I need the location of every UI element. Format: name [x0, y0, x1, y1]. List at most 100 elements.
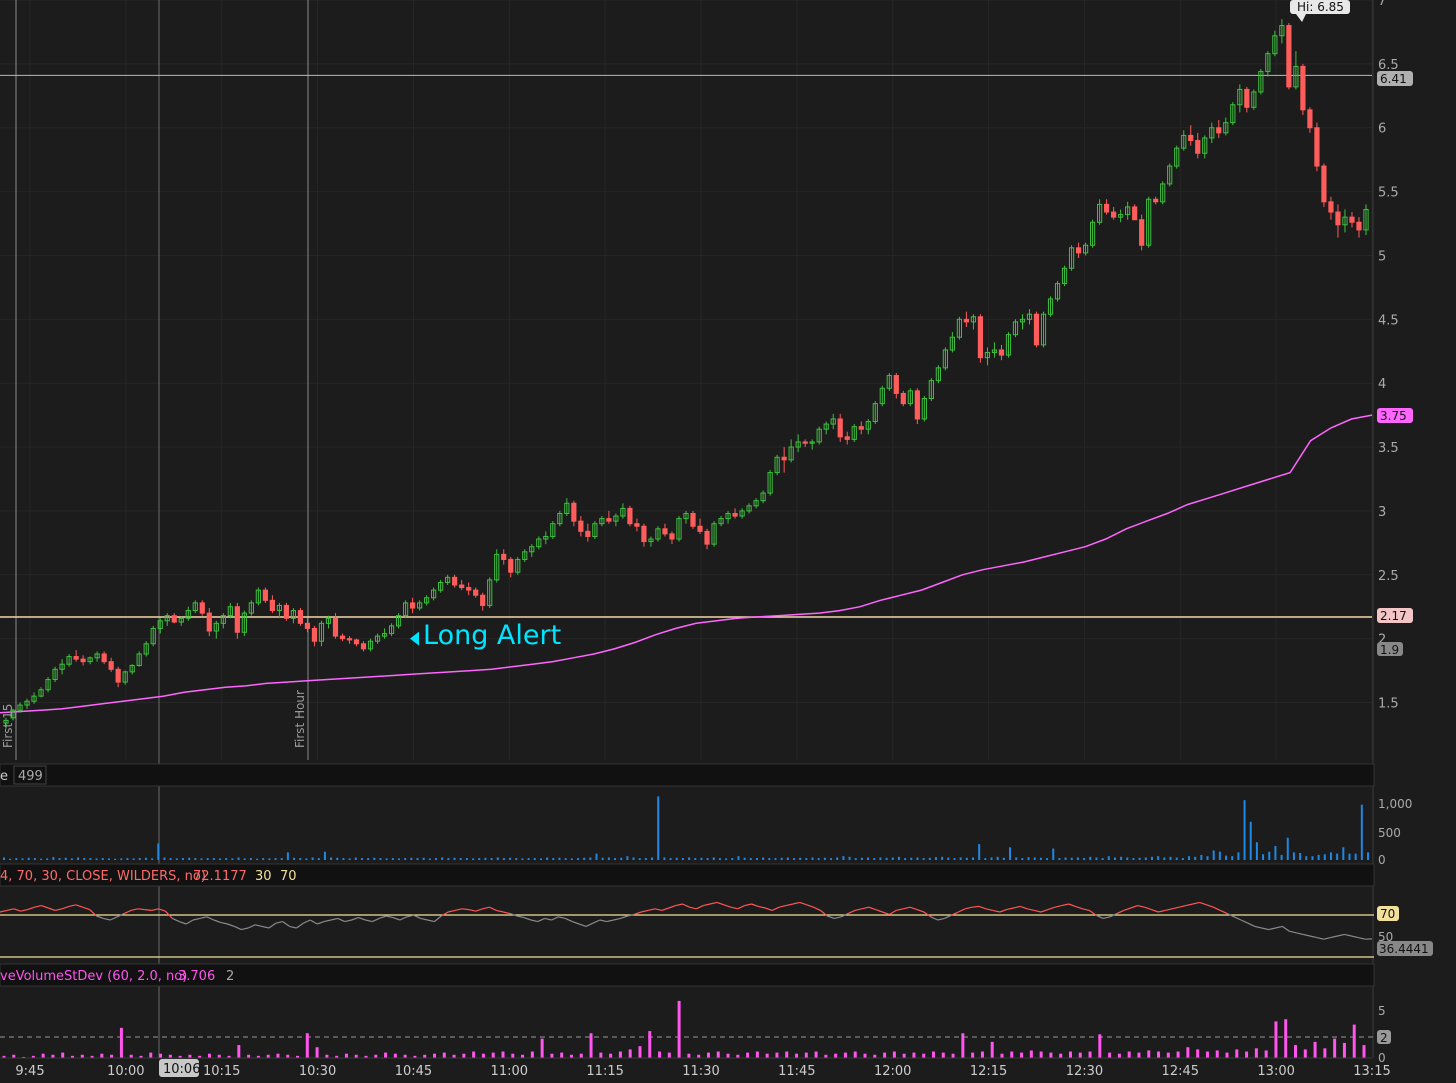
time-axis[interactable]: 9:45 10:00 10:15 10:30 10:45 11:00 11:15 11:30 1… — [0, 1057, 1391, 1079]
price-tick-label: 1.5 — [1378, 697, 1399, 712]
relvol-bar — [873, 1054, 877, 1058]
rsi-segment — [1137, 905, 1145, 908]
volume-bar — [1095, 857, 1098, 860]
rsi-header-level-70: 70 — [280, 869, 297, 884]
volume-bar — [1360, 804, 1363, 860]
volume-bar — [947, 857, 950, 860]
candle-down — [108, 661, 114, 670]
relvol-bar — [433, 1053, 437, 1058]
volume-bar — [367, 858, 370, 860]
rsi-segment — [1220, 909, 1228, 915]
relvol-bar — [119, 1027, 123, 1058]
volume-bar — [965, 857, 968, 860]
candle-up — [760, 492, 766, 502]
relvol-bar — [198, 1055, 202, 1058]
candle-up — [185, 610, 191, 619]
price-panel[interactable]: Long Alert Hi: 6.85 1.522.533.544.555.56… — [0, 0, 1413, 1058]
candle-up — [718, 518, 724, 525]
rsi-segment — [758, 905, 766, 909]
rsi-segment — [599, 919, 607, 923]
candle-down — [1195, 140, 1201, 154]
rsi-segment — [627, 913, 635, 917]
time-tick-label: 11:45 — [778, 1064, 815, 1079]
volume-bar — [453, 857, 456, 860]
relvol-bar — [1078, 1052, 1082, 1058]
volume-bar — [959, 857, 962, 860]
rsi-segment — [227, 923, 235, 927]
candle-down — [199, 602, 205, 614]
candle-up — [599, 518, 605, 525]
vwap-price-badge: 3.75 — [1380, 409, 1407, 423]
rsi-segment — [165, 910, 173, 919]
rsi-segment — [578, 923, 587, 927]
price-axis[interactable]: 1.5 2 2.5 3 3.5 4 4.5 5 5.5 6 6.5 7 — [1378, 0, 1399, 712]
candle-up — [564, 502, 570, 514]
relvol-bar — [1235, 1049, 1239, 1058]
volume-bar — [138, 858, 141, 860]
candle-up — [1209, 127, 1215, 139]
candle-up — [220, 615, 226, 624]
relvol-bar — [618, 1051, 622, 1058]
price-tick-label: 7 — [1378, 0, 1386, 9]
volume-bar — [1342, 847, 1345, 860]
relvol-bar — [628, 1049, 632, 1058]
candle-down — [571, 502, 577, 522]
volume-bar — [1120, 856, 1123, 860]
volume-bar — [1348, 853, 1351, 860]
volume-panel[interactable]: 1,000 500 0 — [3, 796, 1412, 867]
relvol-bar — [1117, 1053, 1121, 1058]
volume-bar — [780, 857, 783, 860]
rsi-segment — [1213, 906, 1221, 911]
volume-bar — [1188, 856, 1191, 860]
rsi-segment — [606, 919, 614, 923]
rsi-segment — [1254, 925, 1262, 929]
volume-bar — [657, 796, 660, 860]
rsi-panel[interactable]: 70 50 36.4441 — [0, 901, 1433, 958]
candle-up — [136, 653, 142, 666]
rsi-segment — [1226, 913, 1235, 918]
volume-bar — [1181, 858, 1184, 860]
relvol-bar — [335, 1055, 339, 1058]
relvol-bar — [1333, 1038, 1337, 1058]
volume-bar — [799, 857, 802, 860]
candle-up — [949, 336, 955, 351]
volume-bar — [27, 857, 30, 860]
candle-down — [641, 525, 647, 543]
volume-bar — [243, 858, 246, 860]
candle-up — [164, 615, 170, 622]
time-tick-label: 13:00 — [1257, 1064, 1294, 1079]
candle-up — [872, 403, 878, 423]
rsi-segment — [1123, 907, 1131, 911]
volume-bar — [231, 858, 234, 860]
volume-header-value: 499 — [18, 769, 43, 784]
time-tick-label: 12:30 — [1066, 1064, 1103, 1079]
volume-bar — [496, 857, 499, 860]
volume-bar — [614, 858, 617, 860]
time-tick-label: 10:00 — [107, 1064, 144, 1079]
candle-down — [627, 507, 633, 525]
relvol-bar — [1108, 1052, 1112, 1058]
candle-down — [1132, 206, 1138, 221]
volume-bar — [638, 858, 641, 860]
candle-down — [914, 390, 920, 420]
relvol-bar — [90, 1055, 94, 1058]
relvol-panel[interactable]: 5 2 0 — [0, 1000, 1391, 1065]
rsi-header-value: 72.1177 — [193, 869, 247, 884]
rsi-segment — [634, 911, 642, 915]
volume-bar — [830, 858, 833, 860]
relvol-bar — [1264, 1050, 1268, 1058]
time-tick-label: 12:00 — [874, 1064, 911, 1079]
rsi-segment — [654, 908, 663, 911]
volume-bar — [1064, 857, 1067, 860]
rsi-segment — [1171, 906, 1180, 910]
candle-up — [830, 418, 836, 425]
relvol-bar — [814, 1051, 818, 1058]
candle-down — [1033, 313, 1040, 346]
relvol-bar — [521, 1054, 525, 1058]
candle-down — [346, 638, 353, 641]
rsi-segment — [392, 917, 401, 921]
rsi-segment — [13, 908, 21, 912]
candle-up — [851, 426, 857, 440]
volume-bar — [879, 857, 882, 860]
